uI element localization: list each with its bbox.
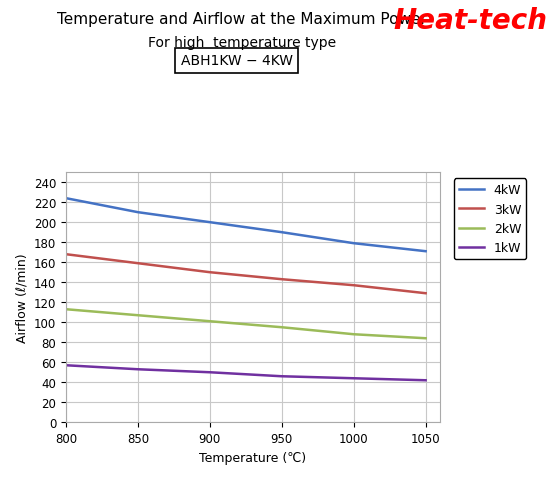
2kW bbox=[350, 332, 357, 337]
3kW bbox=[63, 252, 69, 258]
2kW bbox=[207, 319, 213, 324]
3kW bbox=[350, 283, 357, 288]
2kW bbox=[63, 307, 69, 312]
Text: For high  temperature type: For high temperature type bbox=[148, 36, 336, 50]
Y-axis label: Airflow (ℓ/min): Airflow (ℓ/min) bbox=[15, 253, 29, 342]
Line: 1kW: 1kW bbox=[66, 365, 426, 381]
3kW bbox=[422, 291, 429, 297]
1kW bbox=[350, 375, 357, 381]
Line: 3kW: 3kW bbox=[66, 255, 426, 294]
2kW bbox=[422, 336, 429, 341]
4kW bbox=[278, 230, 285, 236]
Text: ABH1KW − 4KW: ABH1KW − 4KW bbox=[180, 54, 293, 68]
1kW bbox=[422, 378, 429, 384]
1kW bbox=[278, 373, 285, 379]
2kW bbox=[135, 312, 141, 318]
Legend: 4kW, 3kW, 2kW, 1kW: 4kW, 3kW, 2kW, 1kW bbox=[454, 179, 526, 260]
Text: Heat-tech: Heat-tech bbox=[393, 7, 547, 35]
Line: 2kW: 2kW bbox=[66, 310, 426, 338]
4kW bbox=[135, 210, 141, 216]
2kW bbox=[278, 324, 285, 330]
3kW bbox=[135, 261, 141, 266]
3kW bbox=[207, 270, 213, 276]
X-axis label: Temperature (℃): Temperature (℃) bbox=[200, 451, 306, 464]
Line: 4kW: 4kW bbox=[66, 199, 426, 252]
1kW bbox=[207, 370, 213, 375]
1kW bbox=[63, 362, 69, 368]
1kW bbox=[135, 367, 141, 372]
Text: Temperature and Airflow at the Maximum Power: Temperature and Airflow at the Maximum P… bbox=[57, 12, 427, 27]
4kW bbox=[207, 220, 213, 226]
4kW bbox=[63, 196, 69, 202]
3kW bbox=[278, 277, 285, 283]
4kW bbox=[350, 241, 357, 247]
4kW bbox=[422, 249, 429, 254]
